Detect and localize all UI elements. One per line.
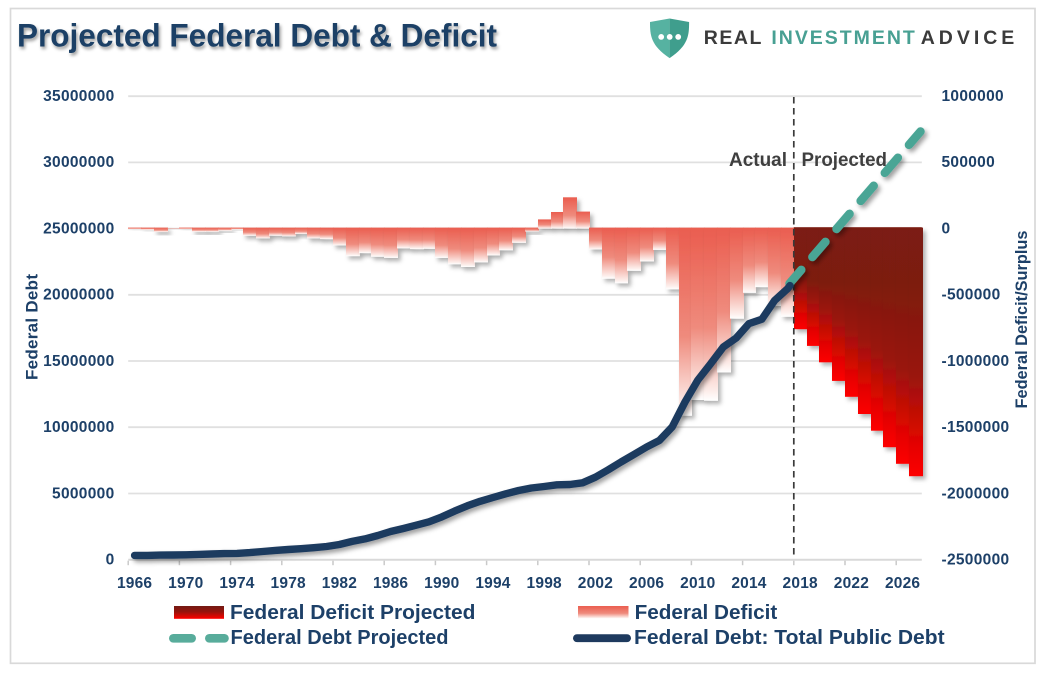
svg-text:-1500000: -1500000 xyxy=(942,419,1010,436)
svg-text:1970: 1970 xyxy=(168,575,203,592)
svg-text:Projected Federal Debt & Defic: Projected Federal Debt & Deficit xyxy=(17,18,497,54)
svg-text:Projected: Projected xyxy=(802,150,888,171)
svg-text:1990: 1990 xyxy=(424,575,459,592)
svg-text:2010: 2010 xyxy=(680,575,715,592)
svg-text:20000000: 20000000 xyxy=(43,287,114,304)
svg-text:2002: 2002 xyxy=(578,575,613,592)
svg-text:2014: 2014 xyxy=(731,575,766,592)
svg-text:10000000: 10000000 xyxy=(43,419,114,436)
svg-text:Federal Deficit Projected: Federal Deficit Projected xyxy=(230,601,475,624)
svg-text:2006: 2006 xyxy=(629,575,664,592)
svg-text:-1000000: -1000000 xyxy=(942,353,1010,370)
svg-text:1998: 1998 xyxy=(527,575,562,592)
svg-text:Federal Deficit/Surplus: Federal Deficit/Surplus xyxy=(1013,231,1031,409)
svg-text:-2000000: -2000000 xyxy=(942,485,1010,502)
svg-text:-2500000: -2500000 xyxy=(942,552,1010,569)
svg-text:1966: 1966 xyxy=(117,575,152,592)
svg-text:2018: 2018 xyxy=(783,575,818,592)
svg-text:35000000: 35000000 xyxy=(43,88,114,105)
svg-text:1994: 1994 xyxy=(475,575,510,592)
svg-text:2022: 2022 xyxy=(834,575,869,592)
svg-text:15000000: 15000000 xyxy=(43,353,114,370)
svg-text:30000000: 30000000 xyxy=(43,154,114,171)
svg-text:Actual: Actual xyxy=(729,150,787,171)
svg-text:ADVICE: ADVICE xyxy=(921,27,1015,49)
svg-text:2026: 2026 xyxy=(885,575,920,592)
svg-text:1974: 1974 xyxy=(219,575,254,592)
svg-text:1000000: 1000000 xyxy=(942,88,1004,105)
svg-text:0: 0 xyxy=(942,220,951,237)
svg-text:25000000: 25000000 xyxy=(43,220,114,237)
svg-text:Federal Debt: Federal Debt xyxy=(23,274,42,380)
svg-text:1986: 1986 xyxy=(373,575,408,592)
svg-text:0: 0 xyxy=(106,552,115,569)
svg-text:Federal Debt: Total Public Deb: Federal Debt: Total Public Debt xyxy=(634,626,945,649)
svg-text:Federal Debt Projected: Federal Debt Projected xyxy=(231,626,449,649)
svg-text:1982: 1982 xyxy=(322,575,357,592)
svg-text:Federal Deficit: Federal Deficit xyxy=(635,601,778,624)
svg-text:INVESTMENT: INVESTMENT xyxy=(771,27,914,49)
svg-text:-500000: -500000 xyxy=(942,287,1001,304)
svg-text:1978: 1978 xyxy=(271,575,306,592)
svg-text:500000: 500000 xyxy=(942,154,996,171)
svg-text:5000000: 5000000 xyxy=(52,485,114,502)
